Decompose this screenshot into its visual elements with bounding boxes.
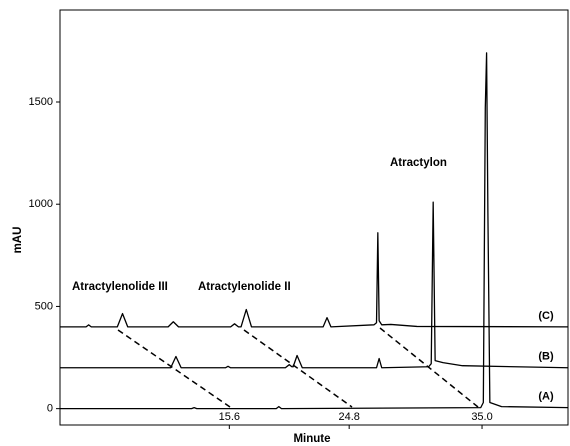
trace — [60, 52, 569, 410]
x-tick-label: 15.6 — [219, 411, 240, 423]
trace — [60, 201, 569, 369]
annotation: Atractylenolide II — [198, 281, 291, 293]
x-tick-label: 24.8 — [338, 411, 359, 423]
connector — [117, 329, 231, 408]
y-tick-label: 1500 — [29, 96, 53, 108]
x-axis-title: Minute — [293, 433, 330, 445]
y-axis-title: mAU — [12, 227, 24, 254]
trace-label: (A) — [538, 391, 554, 403]
plot-frame — [59, 9, 569, 426]
y-tick-label: 500 — [35, 300, 53, 312]
connector — [379, 327, 479, 408]
annotation: Atractylenolide III — [72, 281, 168, 293]
trace — [60, 232, 569, 328]
annotation: Atractylon — [390, 157, 447, 169]
trace-label: (B) — [538, 351, 554, 363]
y-tick-label: 1000 — [29, 198, 53, 210]
trace-label: (C) — [538, 310, 554, 322]
x-tick-label: 35.0 — [471, 411, 492, 423]
connector — [243, 329, 353, 408]
y-tick-label: 0 — [47, 403, 53, 415]
